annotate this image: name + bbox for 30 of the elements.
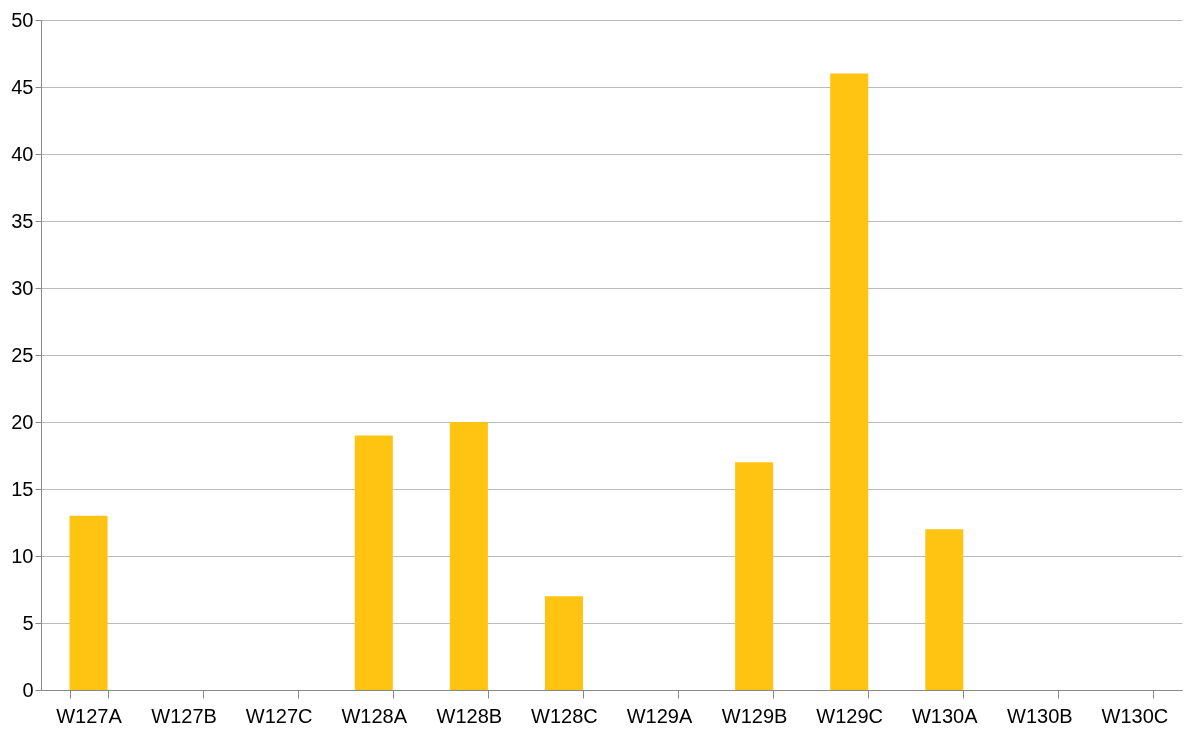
- y-tick-label: 40: [11, 142, 34, 165]
- x-tick-label: W127A: [56, 704, 123, 727]
- x-tick-label: W127C: [245, 704, 313, 727]
- y-tick-label: 5: [22, 611, 34, 634]
- x-tick-label: W130B: [1007, 704, 1073, 727]
- bar: [544, 596, 583, 690]
- x-tick-label: W127B: [151, 704, 217, 727]
- x-tick-label: W129B: [721, 704, 788, 727]
- x-tick-label: W128A: [341, 704, 408, 727]
- bar: [69, 515, 108, 690]
- y-tick-label: 45: [11, 75, 34, 98]
- x-tick-label: W130A: [911, 704, 979, 727]
- y-tick-label: 35: [11, 209, 34, 232]
- x-tick-label: W128C: [531, 704, 598, 727]
- x-tick-label: W128B: [436, 704, 503, 727]
- x-tick-label: W129A: [626, 704, 693, 727]
- y-tick-label: 10: [11, 544, 34, 567]
- y-tick-label: 0: [22, 678, 34, 701]
- bar: [925, 529, 964, 690]
- y-tick-label: 20: [11, 410, 34, 433]
- y-tick-label: 25: [11, 343, 34, 366]
- x-tick-label: W129C: [816, 704, 884, 727]
- bar: [354, 435, 393, 690]
- y-tick-label: 30: [11, 276, 34, 299]
- bar: [830, 73, 869, 690]
- y-tick-label: 15: [11, 477, 34, 500]
- bar: [735, 462, 774, 690]
- y-tick-label: 50: [11, 8, 34, 31]
- x-tick-label: W130C: [1101, 704, 1169, 727]
- bar: [449, 422, 488, 690]
